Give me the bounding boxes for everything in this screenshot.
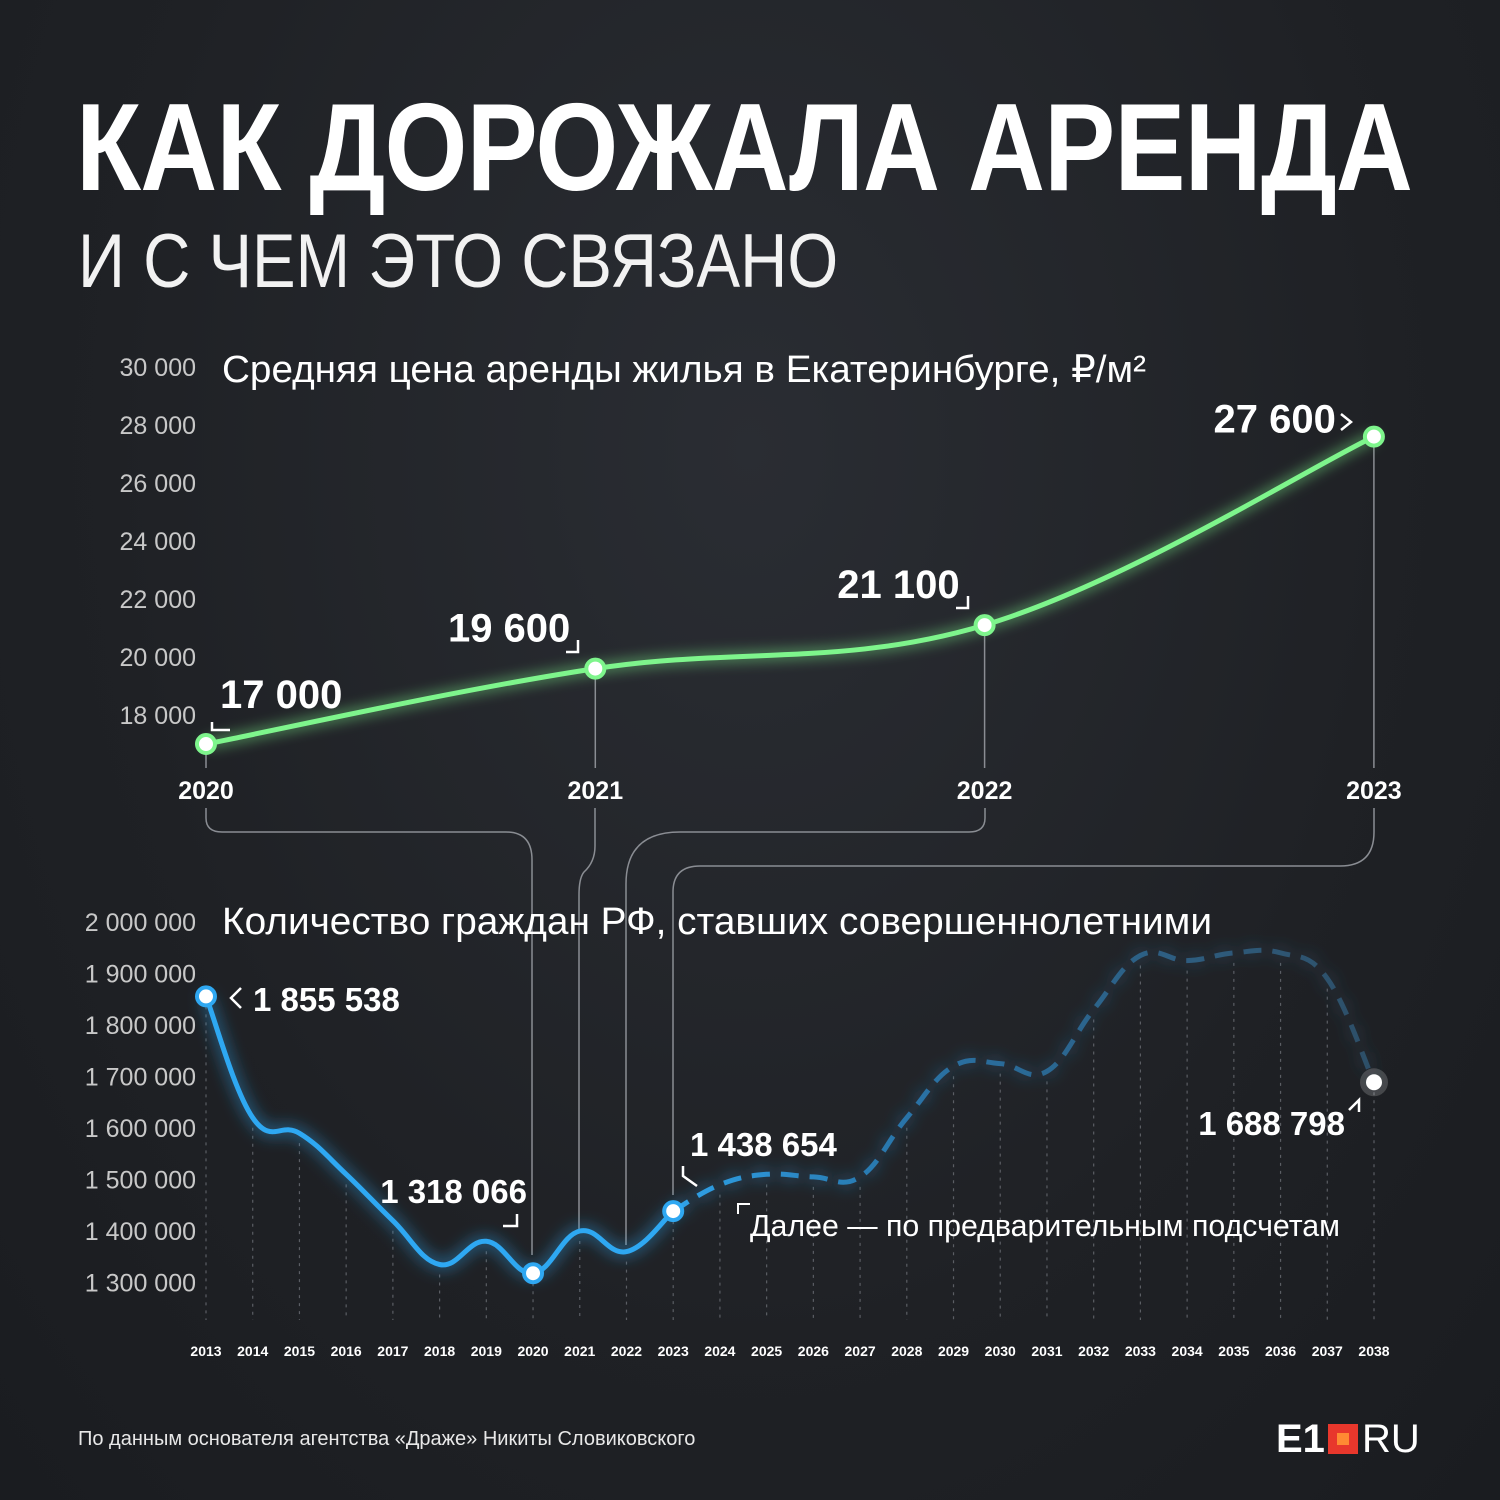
rent-value-label: 17 000 (220, 673, 342, 717)
rent-point (195, 733, 217, 755)
adults-point (195, 985, 217, 1008)
rent-point (1362, 425, 1385, 448)
rent-series-line (205, 434, 1375, 747)
rent-x-axis: 2020 2021 2022 2023 (178, 777, 1402, 805)
adults-x-tick: 2030 (985, 1343, 1016, 1359)
adults-label-bracket (229, 987, 242, 1009)
rent-x-tick: 2023 (1346, 777, 1402, 805)
adults-y-tick: 1 800 000 (85, 1012, 196, 1040)
adults-forecast-line (671, 947, 1377, 1214)
page-title: КАК ДОРОЖАЛА АРЕНДА (76, 79, 1413, 217)
logo-ru-text: RU (1361, 1416, 1420, 1461)
adults-x-tick: 2020 (517, 1343, 548, 1359)
rent-y-tick: 22 000 (120, 586, 196, 614)
rent-value-labels: 17 000 19 600 21 100 27 600 (210, 398, 1354, 732)
rent-label-bracket (956, 596, 970, 610)
adults-x-tick: 2025 (751, 1343, 782, 1359)
rent-y-tick: 28 000 (120, 412, 196, 440)
adults-points (195, 985, 1388, 1285)
adults-x-tick: 2034 (1172, 1343, 1203, 1359)
adults-y-tick: 1 700 000 (85, 1064, 196, 1092)
forecast-note: Далее — по предварительным подсчетам (750, 1208, 1340, 1243)
rent-x-tick: 2020 (178, 777, 234, 805)
adults-x-tick: 2022 (611, 1343, 642, 1359)
year-connector (672, 808, 1375, 1195)
adults-x-tick: 2033 (1125, 1343, 1156, 1359)
adults-drop-lines (205, 962, 1375, 1320)
rent-value-label: 27 600 (1214, 398, 1336, 442)
adults-value-label: 1 318 066 (380, 1173, 527, 1210)
forecast-note-bracket (737, 1203, 750, 1214)
adults-y-tick: 1 900 000 (85, 961, 196, 989)
adults-chart-title: Количество граждан РФ, ставших совершенн… (222, 901, 1212, 943)
adults-value-label: 1 855 538 (253, 981, 400, 1018)
logo-e1-text: E1 (1276, 1416, 1325, 1461)
adults-y-tick: 1 600 000 (85, 1115, 196, 1143)
adults-x-tick: 2013 (190, 1343, 221, 1359)
rent-x-tick: 2021 (567, 777, 623, 805)
rent-label-bracket (566, 640, 580, 654)
adults-x-tick: 2015 (284, 1343, 315, 1359)
rent-value-label: 21 100 (837, 563, 959, 607)
adults-x-axis: 2013 2014 2015 2016 2017 2018 2019 2020 2021 2022… (190, 1343, 1389, 1359)
rent-drop-lines (205, 436, 1375, 768)
adults-point (662, 1200, 685, 1223)
adults-point (1366, 1074, 1382, 1091)
adults-x-tick: 2031 (1031, 1343, 1062, 1359)
adults-value-label: 1 438 654 (690, 1126, 837, 1163)
adults-y-tick: 1 300 000 (85, 1270, 196, 1298)
rent-y-tick: 26 000 (120, 470, 196, 498)
adults-label-bracket (503, 1214, 519, 1228)
rent-chart-title: Средняя цена аренды жилья в Екатеринбург… (222, 349, 1146, 391)
adults-x-tick: 2026 (798, 1343, 829, 1359)
adults-x-tick: 2038 (1358, 1343, 1389, 1359)
adults-y-axis: 1 300 000 1 400 000 1 500 000 1 600 000 1 70… (85, 909, 196, 1298)
year-connector (205, 808, 533, 1255)
adults-x-tick: 2023 (658, 1343, 689, 1359)
adults-y-tick: 1 500 000 (85, 1167, 196, 1195)
rent-x-tick: 2022 (957, 777, 1013, 805)
adults-x-tick: 2017 (377, 1343, 408, 1359)
rent-y-axis: 18 000 20 000 22 000 24 000 26 000 28 000 30 0… (120, 354, 196, 730)
rent-y-tick: 18 000 (120, 702, 196, 730)
rent-label-bracket (210, 722, 230, 732)
page-subtitle: И С ЧЕМ ЭТО СВЯЗАНО (78, 219, 839, 304)
rent-y-tick: 24 000 (120, 528, 196, 556)
rent-point (973, 614, 996, 637)
adults-x-tick: 2036 (1265, 1343, 1296, 1359)
adults-x-tick: 2035 (1218, 1343, 1249, 1359)
adults-value-labels: 1 855 538 1 318 066 1 438 654 1 688 798 (229, 981, 1361, 1228)
adults-x-tick: 2027 (845, 1343, 876, 1359)
adults-value-label: 1 688 798 (1198, 1105, 1345, 1142)
e1-logo: E1 RU (1276, 1416, 1420, 1461)
adults-actual-line (203, 995, 675, 1276)
rent-label-bracket (1340, 413, 1354, 431)
adults-point (522, 1262, 545, 1285)
year-connector (625, 808, 986, 1245)
rent-point (584, 657, 607, 680)
adults-x-tick: 2014 (237, 1343, 268, 1359)
adults-x-tick: 2018 (424, 1343, 455, 1359)
year-connector (578, 808, 596, 1230)
adults-x-tick: 2021 (564, 1343, 595, 1359)
adults-x-tick: 2016 (331, 1343, 362, 1359)
rent-y-tick: 20 000 (120, 644, 196, 672)
logo-mark-icon (1327, 1424, 1358, 1454)
adults-x-tick: 2019 (471, 1343, 502, 1359)
rent-points (195, 425, 1385, 755)
adults-x-tick: 2032 (1078, 1343, 1109, 1359)
adults-x-tick: 2029 (938, 1343, 969, 1359)
adults-label-bracket (681, 1166, 698, 1188)
adults-y-tick: 2 000 000 (85, 909, 196, 937)
adults-label-bracket (1348, 1096, 1361, 1112)
adults-x-tick: 2024 (704, 1343, 735, 1359)
rent-value-label: 19 600 (448, 607, 570, 651)
source-note: По данным основателя агентства «Драже» Н… (78, 1428, 696, 1450)
adults-x-tick: 2028 (891, 1343, 922, 1359)
adults-y-tick: 1 400 000 (85, 1218, 196, 1246)
year-connector-lines (205, 808, 1375, 1255)
rent-y-tick: 30 000 (120, 354, 196, 382)
adults-x-tick: 2037 (1312, 1343, 1343, 1359)
